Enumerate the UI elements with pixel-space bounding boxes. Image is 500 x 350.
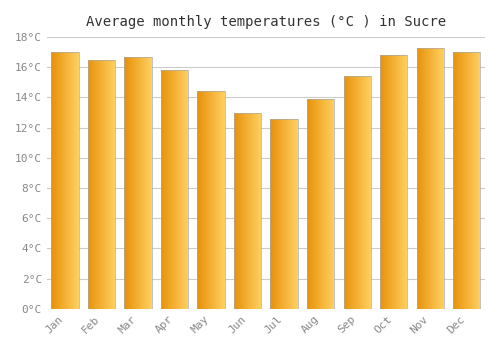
Bar — [453, 52, 480, 309]
Bar — [416, 48, 444, 309]
Bar — [198, 91, 225, 309]
Bar — [88, 60, 116, 309]
Bar — [234, 113, 262, 309]
Title: Average monthly temperatures (°C ) in Sucre: Average monthly temperatures (°C ) in Su… — [86, 15, 446, 29]
Bar — [270, 119, 298, 309]
Bar — [344, 76, 371, 309]
Bar — [52, 52, 79, 309]
Bar — [380, 55, 407, 309]
Bar — [124, 57, 152, 309]
Bar — [161, 70, 188, 309]
Bar — [307, 99, 334, 309]
